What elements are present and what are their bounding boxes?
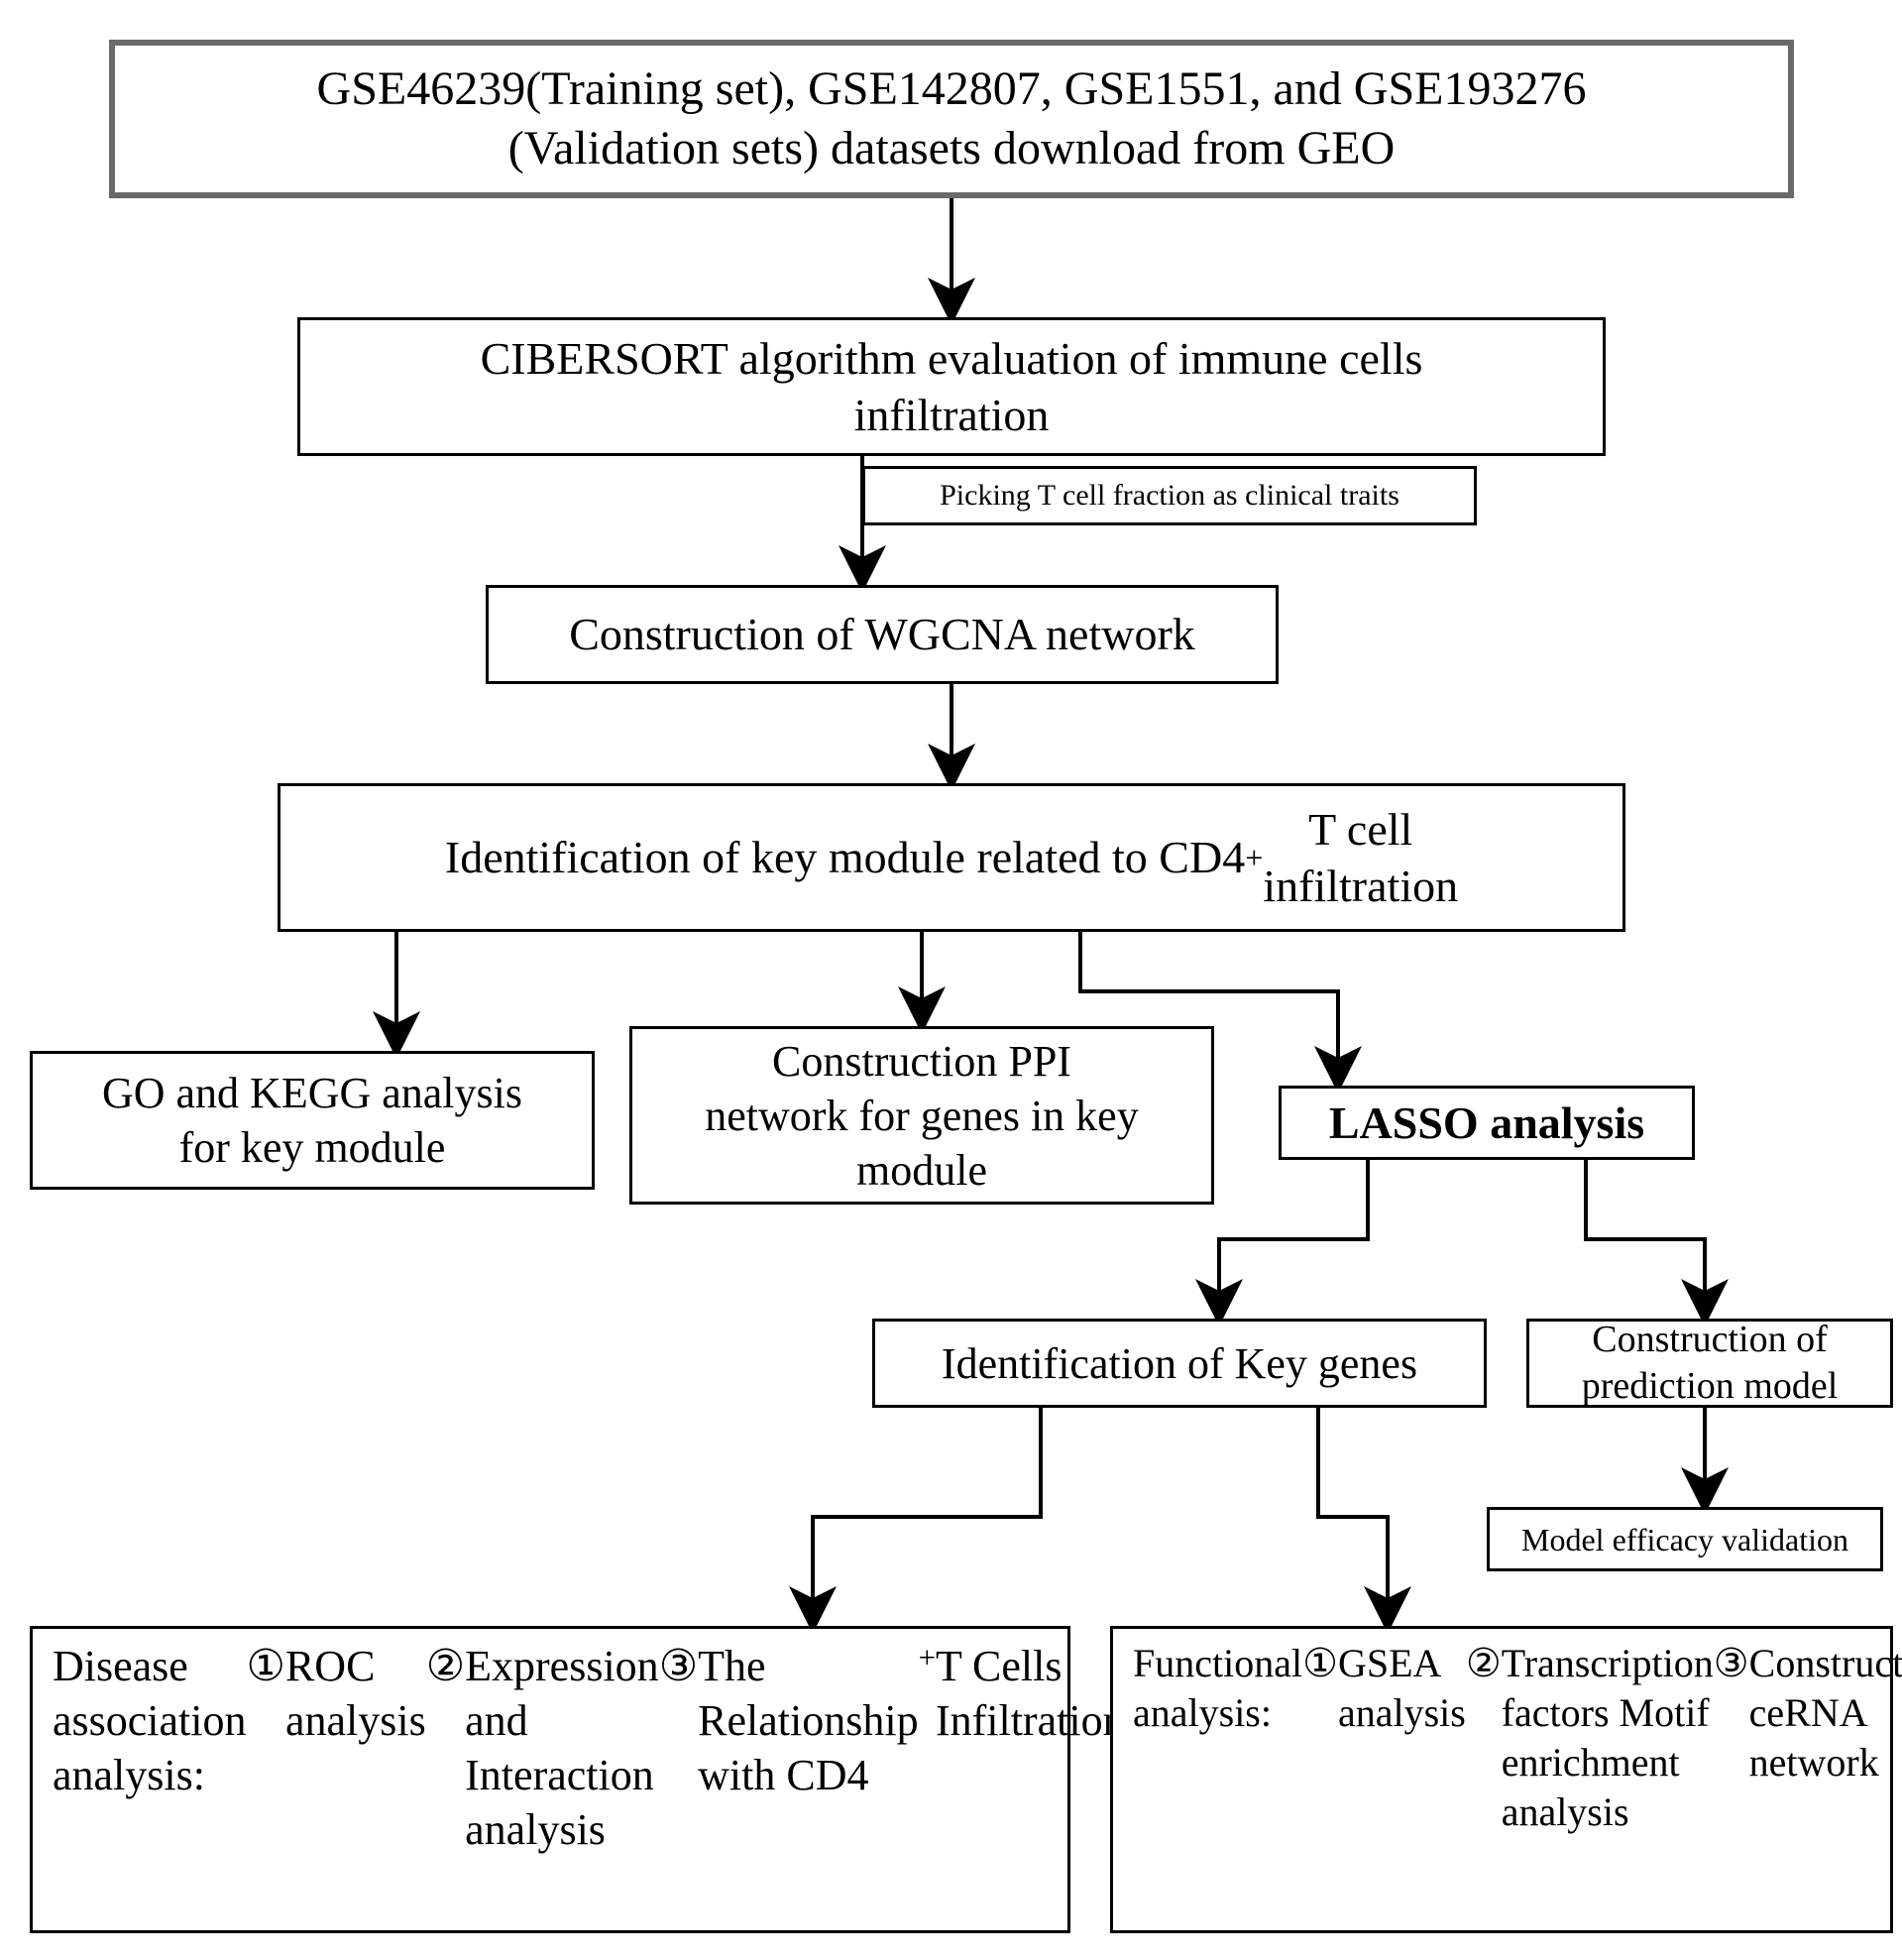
node-datasets: GSE46239(Training set), GSE142807, GSE15…	[109, 40, 1794, 198]
node-prediction-model: Construction of prediction model	[1526, 1319, 1893, 1408]
node-key-module: Identification of key module related to …	[278, 783, 1625, 932]
node-ppi: Construction PPInetwork for genes in key…	[629, 1026, 1214, 1205]
node-lasso: LASSO analysis	[1279, 1086, 1695, 1160]
node-tcell-fraction: Picking T cell fraction as clinical trai…	[862, 466, 1477, 525]
node-key-genes: Identification of Key genes	[872, 1319, 1487, 1408]
node-cibersort: CIBERSORT algorithm evaluation of immune…	[297, 317, 1606, 456]
node-go-kegg: GO and KEGG analysisfor key module	[30, 1051, 595, 1190]
node-model-validation: Model efficacy validation	[1487, 1507, 1883, 1571]
node-functional: Functional analysis:①GSEA analysis②Trans…	[1110, 1626, 1893, 1933]
node-disease-assoc: Disease association analysis:①ROC analys…	[30, 1626, 1070, 1933]
node-wgcna: Construction of WGCNA network	[486, 585, 1279, 684]
